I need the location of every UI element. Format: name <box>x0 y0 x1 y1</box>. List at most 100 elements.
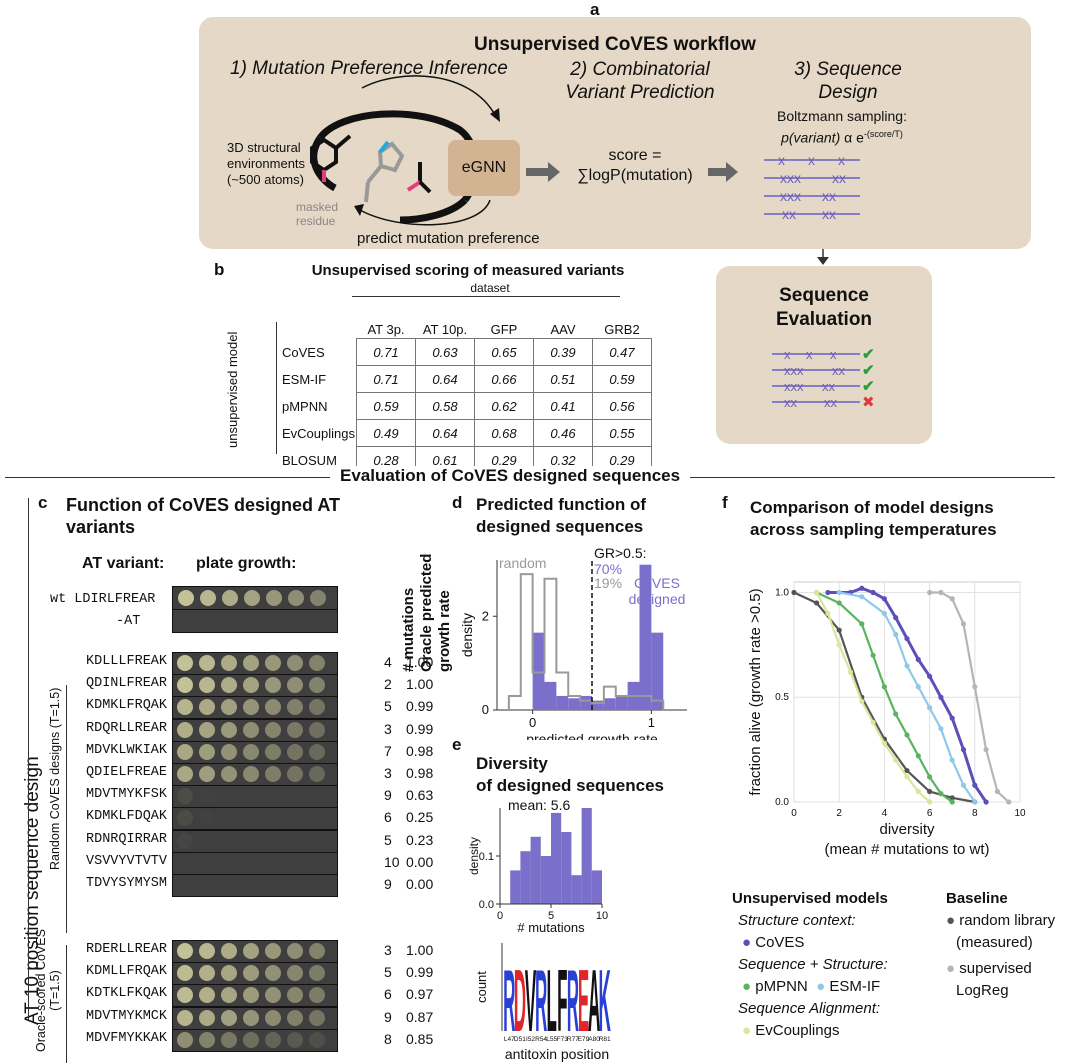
y-axis-label: density <box>467 837 481 875</box>
pct-coves: 70% <box>594 561 622 577</box>
colony-spot <box>221 766 237 782</box>
table-b-row-label: ESM-IF <box>282 371 327 387</box>
series-point <box>983 747 989 753</box>
panel-e-title-l1: Diversity <box>476 753 664 775</box>
series-point <box>859 585 865 591</box>
variant-seq: KDMLLFRQAK <box>86 964 168 980</box>
svg-text:xx: xx <box>782 206 796 222</box>
panel-letter-f: f <box>722 493 728 512</box>
variant-seq: MDVFMYKKAK <box>86 1030 168 1046</box>
colony-spot <box>309 810 325 826</box>
table-b-col: AT 3p. <box>367 321 405 337</box>
coves-label-l2: designed <box>629 591 686 607</box>
logo-position: D51 <box>514 1036 526 1043</box>
colony-spot <box>265 766 281 782</box>
logo-position: I52 <box>526 1036 535 1043</box>
colony-spot <box>199 855 215 871</box>
legend-esmif-label: ESM-IF <box>829 978 881 995</box>
series-point <box>972 799 978 805</box>
series-point <box>904 663 910 669</box>
workflow-title: Unsupervised CoVES workflow <box>474 34 756 55</box>
egnn-box: eGNN <box>448 140 520 196</box>
coves-bar <box>651 632 664 710</box>
model-rule <box>276 322 277 454</box>
masked-chain2 <box>364 181 370 203</box>
colony-spot <box>287 766 303 782</box>
dataset-rule <box>352 296 620 297</box>
svg-text:✔: ✔ <box>862 378 875 395</box>
colony-spot <box>199 743 215 760</box>
colony-spot <box>243 721 259 738</box>
series-point <box>927 673 933 679</box>
colony-spot <box>177 810 193 827</box>
table-b-row: EvCouplings 0.49 0.64 0.68 0.46 0.55 <box>278 419 652 447</box>
variant-seq: MDVKLWKIAK <box>86 742 168 758</box>
mutation-count: 9 <box>384 787 392 804</box>
env-l2: environments <box>227 156 306 171</box>
table-b-col: GFP <box>490 321 518 337</box>
diversity-bar <box>581 808 592 904</box>
backbone-bottom <box>399 197 468 224</box>
colony-spot <box>309 877 325 893</box>
legend-random-l2: (measured) <box>956 934 1033 951</box>
colony-spot <box>221 965 237 982</box>
score-l1: score = <box>608 147 662 164</box>
variant-seq: RDQRLLREAR <box>86 720 168 736</box>
variant-seq: KDLLLFREAK <box>86 654 168 669</box>
colony-spot <box>310 590 326 606</box>
colony-spot <box>309 943 325 959</box>
series-point <box>972 782 978 788</box>
colony-spot <box>309 699 325 716</box>
variant-seq: RDNRQIRRAR <box>86 831 168 847</box>
panel-e-title-w1: Diversity <box>476 754 548 773</box>
growth-rate: 0.00 <box>406 853 434 870</box>
colony-spot <box>287 833 303 849</box>
side-rule <box>28 498 29 1020</box>
logo-ylabel: count <box>474 971 489 1003</box>
coves-bar <box>592 700 604 710</box>
colony-spot <box>221 987 237 1004</box>
colony-spot <box>221 1031 237 1048</box>
table-b-title: Unsupervised scoring of measured variant… <box>311 262 625 279</box>
series-point <box>927 589 933 596</box>
series-point <box>915 753 921 759</box>
series-point <box>904 767 910 774</box>
section-title: Evaluation of CoVES designed sequences <box>330 466 691 486</box>
series-point <box>881 740 887 746</box>
colony-spot <box>199 943 215 959</box>
legend-dot: ● <box>946 960 956 977</box>
mutation-count: 5 <box>384 698 392 715</box>
svg-text:xxx: xxx <box>780 188 801 204</box>
legend-unsupervised: Unsupervised models Structure context: ●… <box>732 888 888 1042</box>
colony-spot <box>243 1031 259 1048</box>
colony-spot <box>199 810 215 826</box>
logo-letter: R <box>567 952 579 1051</box>
colony-spot <box>199 721 215 738</box>
table-b-corner <box>278 320 357 339</box>
diversity-bar <box>561 832 572 904</box>
series-point <box>949 799 955 805</box>
colony-spot <box>287 877 303 893</box>
colony-spot <box>199 1009 215 1026</box>
colony-spot <box>199 655 215 671</box>
table-b-cell: 0.64 <box>415 419 475 447</box>
variant-seq: KDTKLFKQAK <box>86 986 168 1002</box>
growth-rate: 0.99 <box>406 698 434 715</box>
series-point <box>927 799 933 805</box>
series-point <box>949 795 955 801</box>
colony-spot <box>199 766 215 782</box>
colony-spot <box>243 833 259 849</box>
colony-spot <box>199 677 215 694</box>
colony-spot <box>199 1031 215 1048</box>
colony-spot <box>221 743 237 760</box>
mean-label: mean: 5.6 <box>508 800 570 813</box>
colony-spot <box>177 877 193 893</box>
legend-struct-ctx: Structure context: <box>738 912 856 929</box>
series-point <box>893 757 899 763</box>
masked-chain <box>366 164 383 184</box>
group1-label: Random CoVES designs (T=1.5) <box>48 687 62 870</box>
mutation-count: 5 <box>384 964 392 981</box>
colony-spot <box>287 699 303 716</box>
boltz-l1: Boltzmann sampling: <box>777 108 907 124</box>
growth-rate: 1.00 <box>406 942 434 958</box>
